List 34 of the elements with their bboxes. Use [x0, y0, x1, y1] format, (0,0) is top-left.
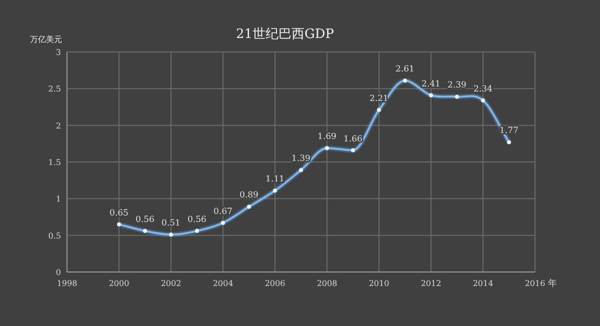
data-label: 2.61 [396, 64, 414, 75]
data-label: 0.51 [162, 218, 180, 229]
chart-title: 21世纪巴西GDP [236, 27, 334, 42]
data-label: 1.69 [318, 132, 336, 142]
y-tick-label: 0 [56, 268, 61, 277]
data-label: 2.34 [474, 84, 492, 94]
x-tick-label: 2006 [264, 279, 286, 288]
x-tick-label: 2012 [420, 279, 442, 288]
y-tick-label: 1.5 [48, 158, 61, 167]
x-tick-label: 2010 [368, 279, 390, 288]
x-tick-label: 1998 [56, 279, 78, 288]
x-tick-label: 2004 [212, 279, 234, 288]
y-tick-label: 2 [56, 121, 61, 130]
x-tick-label: 2016 [524, 279, 546, 288]
y-axis-title: 万亿美元 [30, 35, 62, 44]
x-tick-label: 2008 [316, 279, 338, 288]
data-label: 1.66 [344, 134, 362, 144]
x-tick-label: 2000 [108, 279, 130, 288]
data-label: 0.56 [188, 214, 206, 225]
data-label: 1.11 [266, 174, 284, 185]
data-label: 0.89 [240, 190, 258, 201]
data-label: 1.39 [292, 154, 310, 164]
x-axis-title: 年 [548, 278, 557, 289]
data-label: 2.39 [448, 80, 466, 91]
data-label: 0.56 [136, 214, 154, 225]
data-label: 2.41 [422, 79, 440, 90]
x-tick-label: 2002 [160, 279, 182, 288]
y-tick-label: 3 [56, 48, 61, 57]
y-tick-label: 1 [56, 194, 61, 204]
data-label: 0.65 [110, 208, 128, 218]
y-tick-label: 0.5 [48, 231, 61, 240]
y-tick-label: 2.5 [48, 84, 61, 94]
data-label: 0.67 [214, 206, 232, 217]
x-tick-label: 2014 [472, 279, 494, 288]
